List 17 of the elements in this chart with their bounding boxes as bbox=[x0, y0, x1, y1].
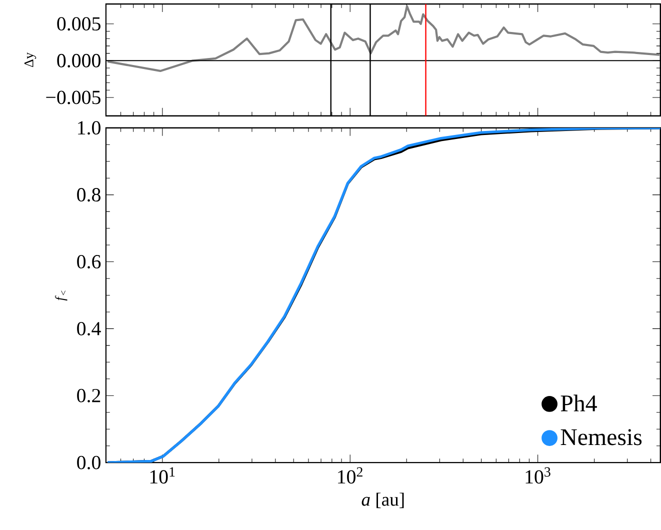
x-tick-label: 10$^{1}$ bbox=[150, 468, 175, 484]
y-tick-label: 0.0 bbox=[77, 456, 100, 470]
y-tick-label: 0.000 bbox=[57, 54, 100, 68]
x-tick-label: 10$^{2}$ bbox=[338, 468, 362, 484]
y-tick-label: 0.2 bbox=[77, 389, 100, 403]
legend-label: Ph4 bbox=[560, 394, 597, 412]
legend-label: Nemesis bbox=[560, 429, 642, 446]
y-tick-label: −0.005 bbox=[46, 90, 100, 104]
y-tick-label: 0.8 bbox=[77, 188, 100, 202]
y-tick-label: 1.0 bbox=[78, 121, 100, 135]
x-tick-label: 10$^{3}$ bbox=[526, 468, 550, 484]
y-tick-label: 0.6 bbox=[77, 255, 101, 269]
x-axis-title: a [au] bbox=[362, 492, 404, 508]
y-axis-title: Δy bbox=[24, 52, 36, 68]
y-tick-label: 0.005 bbox=[57, 17, 100, 31]
y-axis-title: f$_{<}$ bbox=[55, 291, 68, 301]
y-tick-label: 0.4 bbox=[77, 322, 101, 336]
